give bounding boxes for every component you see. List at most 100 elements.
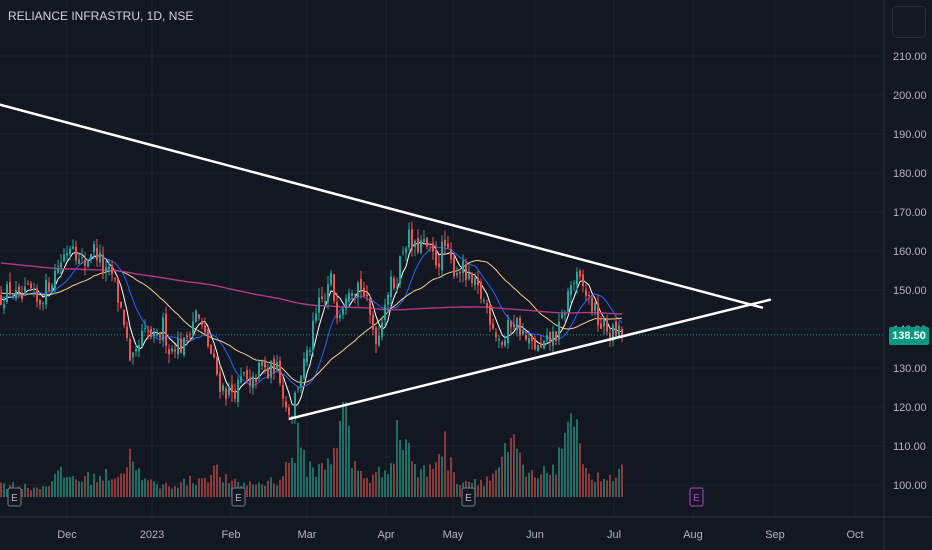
candle-body [141,330,143,347]
candle-body [222,385,224,392]
earnings-badge[interactable]: E [7,487,22,507]
candle-body [267,368,269,379]
volume-bar [195,485,197,497]
volume-bar [348,425,350,497]
volume-bar [393,463,395,497]
candle-body [555,331,557,341]
candle-body [249,378,251,386]
volume-bar [42,486,44,497]
candle-body [246,369,248,379]
earnings-badge[interactable]: E [231,487,246,507]
volume-bar [57,470,59,497]
candle-body [618,325,620,337]
trendlines[interactable] [0,103,772,420]
candle-body [54,270,56,289]
volume-bar [261,484,263,497]
volume-bar [327,458,329,497]
volume-bar [99,476,101,497]
candle-body [81,257,83,259]
volume-bar [174,486,176,497]
candle-body [117,277,119,303]
candle-body [321,296,323,299]
volume-bar [453,472,455,497]
candle-body [294,392,296,418]
volume-bar [312,467,314,497]
trendline-lower[interactable] [288,298,772,420]
volume-bar [597,472,599,497]
volume-bar [369,482,371,497]
volume-bar [459,485,461,497]
candle-body [516,318,518,330]
price-axis[interactable]: 100.00110.00120.00130.00140.00150.00160.… [893,51,927,492]
volume-bar [279,479,281,497]
volume-bar [381,477,383,497]
candle-body [534,338,536,350]
candle-body [408,229,410,248]
svg-text:E: E [693,493,700,504]
volume-bar [138,468,140,497]
price-tick-label: 120.00 [893,402,927,414]
candle-body [363,287,365,297]
volume-bar [294,463,296,497]
candle-body [282,384,284,399]
earnings-badge[interactable]: E [461,487,476,507]
volume-bar [33,487,35,497]
volume-bar [615,477,617,497]
candle-body [174,349,176,352]
candle-body [15,289,17,299]
candle-body [456,273,458,276]
volume-bar [129,448,131,497]
candle-body [30,283,32,289]
candle-body [324,301,326,303]
candle-body [252,376,254,389]
volume-bar [558,447,560,497]
candle-body [372,314,374,330]
candle-body [459,271,461,274]
volume-bar [303,449,305,497]
candle-body [36,288,38,302]
trendline-upper[interactable] [0,103,764,309]
candle-body [243,372,245,374]
volume-bar [402,449,404,497]
volume-bar [354,461,356,497]
volume-bar [528,472,530,497]
candle-body [549,332,551,342]
volume-bar [144,478,146,497]
candle-body [291,416,293,418]
candle-body [72,246,74,249]
candle-body [6,284,8,302]
volume-bar [372,474,374,497]
candle-body [579,270,581,277]
candle-body [495,332,497,337]
volume-bar [540,474,542,497]
volume-bar [567,421,569,497]
volume-bar [21,489,23,497]
time-tick-label: Mar [298,529,317,541]
candle-body [147,330,149,332]
time-axis[interactable]: Dec 2023 Feb Mar Apr May Jun Jul Aug Sep Oct [57,529,863,541]
volume-bar [81,481,83,497]
candle-body [411,229,413,248]
volume-bar [549,474,551,497]
chart-settings-button[interactable] [892,6,926,38]
volume-bar [330,464,332,497]
candle-body [558,321,560,340]
volume-bar [609,474,611,497]
last-price-tag: 138.50 [889,327,929,345]
volume-bar [273,483,275,497]
volume-bar [210,475,212,497]
candle-body [27,283,29,285]
candle-body [414,240,416,248]
earnings-badge[interactable]: E [689,487,704,507]
candle-body [51,285,53,292]
candle-body [543,340,545,349]
volume-bar [498,467,500,497]
candle-body [492,323,494,329]
volume-bar [474,478,476,497]
volume-bar [543,466,545,497]
candle-body [531,335,533,341]
volume-bar [579,443,581,497]
candle-body [375,327,377,345]
